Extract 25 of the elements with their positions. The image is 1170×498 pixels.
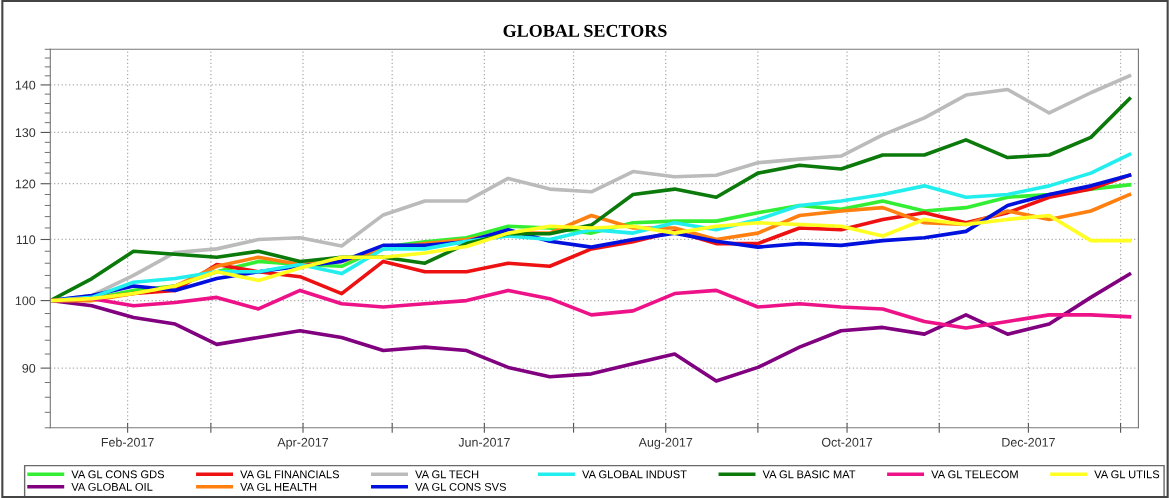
- legend-label: VA GL BASIC MAT: [762, 470, 856, 479]
- x-tick-label: Oct-2017: [821, 437, 873, 447]
- legend-label: VA GLOBAL OIL: [71, 482, 153, 491]
- x-tick-label: Jun-2017: [458, 437, 510, 447]
- legend-label: VA GL FINANCIALS: [240, 470, 339, 479]
- x-tick-label: Apr-2017: [277, 437, 329, 450]
- line-series: [50, 272, 1132, 383]
- y-tick-label: 120: [15, 179, 36, 189]
- y-tick-label: 140: [15, 80, 36, 90]
- line-series: [50, 213, 1132, 303]
- y-tick-label: 100: [15, 296, 36, 306]
- x-tick-label: Dec-2017: [1002, 437, 1055, 447]
- y-tick-label: 110: [16, 235, 36, 245]
- y-tick-label: 130: [15, 128, 36, 138]
- x-tick-label: Aug-2017: [638, 437, 693, 450]
- y-tick-label: 90: [22, 363, 36, 373]
- legend-label: VA GLOBAL INDUST: [582, 470, 687, 479]
- legend-label: VA GL CONS GDS: [71, 470, 165, 479]
- legend-label: VA GL CONS SVS: [415, 482, 506, 491]
- chart-title: GLOBAL SECTORS: [503, 24, 667, 37]
- x-tick-label: Feb-2017: [101, 437, 154, 447]
- legend-label: VA GL TECH: [415, 470, 479, 479]
- legend-label: VA GL TELECOM: [931, 470, 1018, 479]
- legend-label: VA GL UTILS: [1094, 470, 1160, 479]
- legend-label: VA GL HEALTH: [240, 482, 317, 491]
